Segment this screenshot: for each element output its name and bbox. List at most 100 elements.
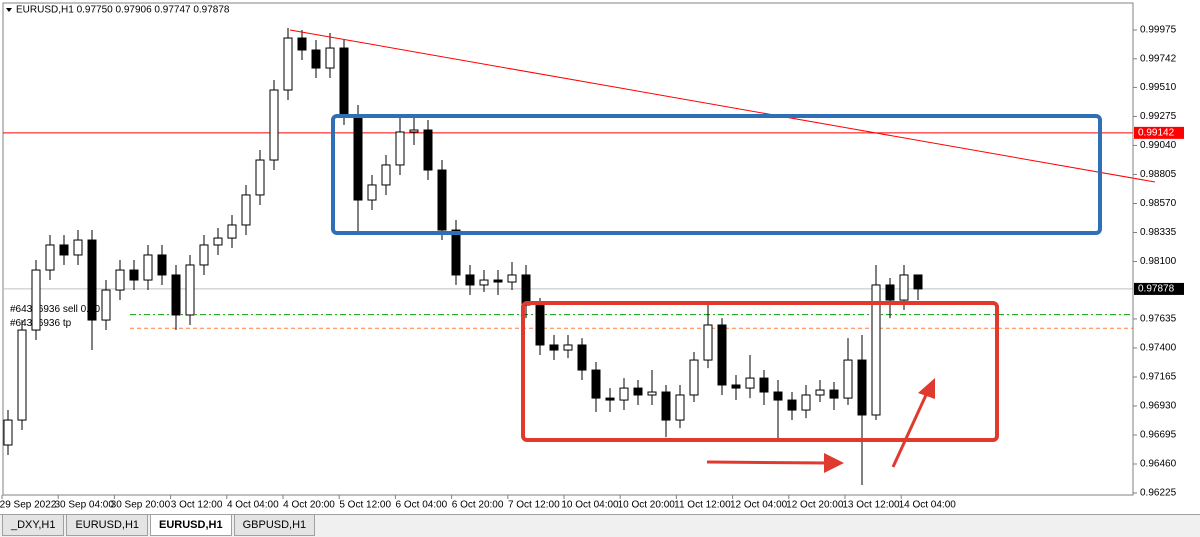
y-tick-label: 0.98335 [1140, 227, 1177, 238]
x-tick-label: 10 Oct 20:00 [618, 500, 676, 511]
candle-body [857, 359, 867, 416]
candle-body [115, 269, 125, 291]
candle-body [745, 377, 755, 389]
x-tick-label: 12 Oct 20:00 [786, 500, 844, 511]
y-tick-label: 0.97635 [1140, 314, 1177, 325]
y-tick-label: 0.99742 [1140, 53, 1177, 64]
y-tick-label: 0.99510 [1140, 82, 1177, 93]
candle-body [703, 324, 713, 361]
tab[interactable]: EURUSD,H1 [66, 515, 149, 536]
candle-body [325, 47, 335, 69]
candle-body [647, 391, 657, 396]
tab[interactable]: GBPUSD,H1 [233, 515, 316, 536]
x-tick-label: 4 Oct 20:00 [283, 500, 335, 511]
candle-body [311, 49, 321, 69]
candle-body [185, 264, 195, 316]
y-tick-label: 0.99040 [1140, 140, 1177, 151]
candle-body [479, 279, 489, 286]
chart: EURUSD,H1 0.97750 0.97906 0.97747 0.9787… [0, 2, 1184, 511]
candle-body [241, 194, 251, 226]
candle-body [437, 169, 447, 231]
candle-body [423, 129, 433, 171]
candle-body [3, 419, 13, 446]
x-tick-label: 14 Oct 04:00 [899, 500, 957, 511]
arrow-head [918, 378, 935, 399]
x-tick-label: 13 Oct 12:00 [842, 500, 900, 511]
candle-body [899, 274, 909, 301]
x-tick-label: 6 Oct 04:00 [396, 500, 448, 511]
candle-body [829, 389, 839, 399]
candle-body [619, 387, 629, 401]
tab[interactable]: _DXY,H1 [2, 515, 65, 536]
tab-bar: _DXY,H1 EURUSD,H1 EURUSD,H1 GBPUSD,H1 [0, 514, 1200, 537]
price-box [1134, 282, 1184, 295]
candle-body [87, 239, 97, 321]
candle-body [269, 89, 279, 161]
x-tick-label: 29 Sep 2022 [0, 500, 57, 511]
candle-body [101, 289, 111, 321]
candle-body [213, 237, 223, 246]
candle-body [45, 244, 55, 271]
y-tick-label: 0.97400 [1140, 343, 1177, 354]
arrow [706, 460, 829, 465]
blue-box [331, 114, 1102, 235]
candle-body [731, 384, 741, 389]
candle-body [283, 37, 293, 91]
order-label: #64376936 sell 0.10 [10, 304, 101, 315]
y-tick-label: 0.96225 [1140, 488, 1177, 499]
candle-body [787, 399, 797, 411]
candle-body [493, 279, 503, 283]
candle-body [73, 239, 83, 256]
candle-body [171, 274, 181, 316]
candles [3, 28, 923, 485]
y-tick-label: 0.98805 [1140, 169, 1177, 180]
candle-body [605, 397, 615, 401]
x-tick-label: 3 Oct 12:00 [171, 500, 223, 511]
candle-body [773, 391, 783, 401]
plot-frame [2, 2, 1134, 496]
y-tick-label: 0.96460 [1140, 459, 1177, 470]
tab[interactable]: EURUSD,H1 [150, 515, 232, 536]
candle-body [717, 324, 727, 386]
x-tick-label: 11 Oct 12:00 [674, 500, 731, 511]
candle-body [367, 184, 377, 201]
candle-body [507, 274, 517, 283]
candle-body [17, 329, 27, 421]
x-tick-label: 6 Oct 20:00 [452, 500, 504, 511]
candle-body [297, 37, 307, 51]
candle-body [59, 244, 69, 256]
candle-body [563, 344, 573, 351]
candle-body [143, 254, 153, 281]
x-tick-label: 12 Oct 04:00 [730, 500, 788, 511]
candle-body [451, 229, 461, 276]
y-tick-label: 0.96695 [1140, 430, 1177, 441]
candle-body [815, 389, 825, 396]
order-label: #64376936 tp [10, 318, 72, 329]
candle-body [157, 254, 167, 276]
price-label: 0.97878 [1138, 284, 1175, 295]
y-tick-label: 0.96930 [1140, 401, 1177, 412]
candle-body [577, 344, 587, 371]
candle-body [521, 274, 531, 306]
candle-body [255, 159, 265, 196]
candle-body [465, 274, 475, 286]
candle-body [199, 244, 209, 266]
chart-title: EURUSD,H1 0.97750 0.97906 0.97747 0.9787… [16, 5, 230, 16]
red-box [521, 301, 999, 442]
y-tick-label: 0.99975 [1140, 25, 1177, 36]
candle-body [689, 359, 699, 396]
arrow [891, 394, 928, 468]
x-tick-label: 10 Oct 04:00 [561, 500, 619, 511]
candle-body [843, 359, 853, 399]
candle-body [409, 129, 419, 133]
price-label: 0.99142 [1138, 127, 1175, 138]
candle-body [549, 344, 559, 351]
axis-group: 0.99975 0.99742 0.99510 0.99275 0.99040 0.988… [0, 25, 1184, 511]
y-tick-label: 0.98100 [1140, 256, 1177, 267]
x-tick-label: 7 Oct 12:00 [508, 500, 560, 511]
candle-body [885, 284, 895, 301]
candle-body [759, 377, 769, 393]
candle-body [661, 391, 671, 421]
x-tick-label: 30 Sep 20:00 [111, 500, 171, 511]
